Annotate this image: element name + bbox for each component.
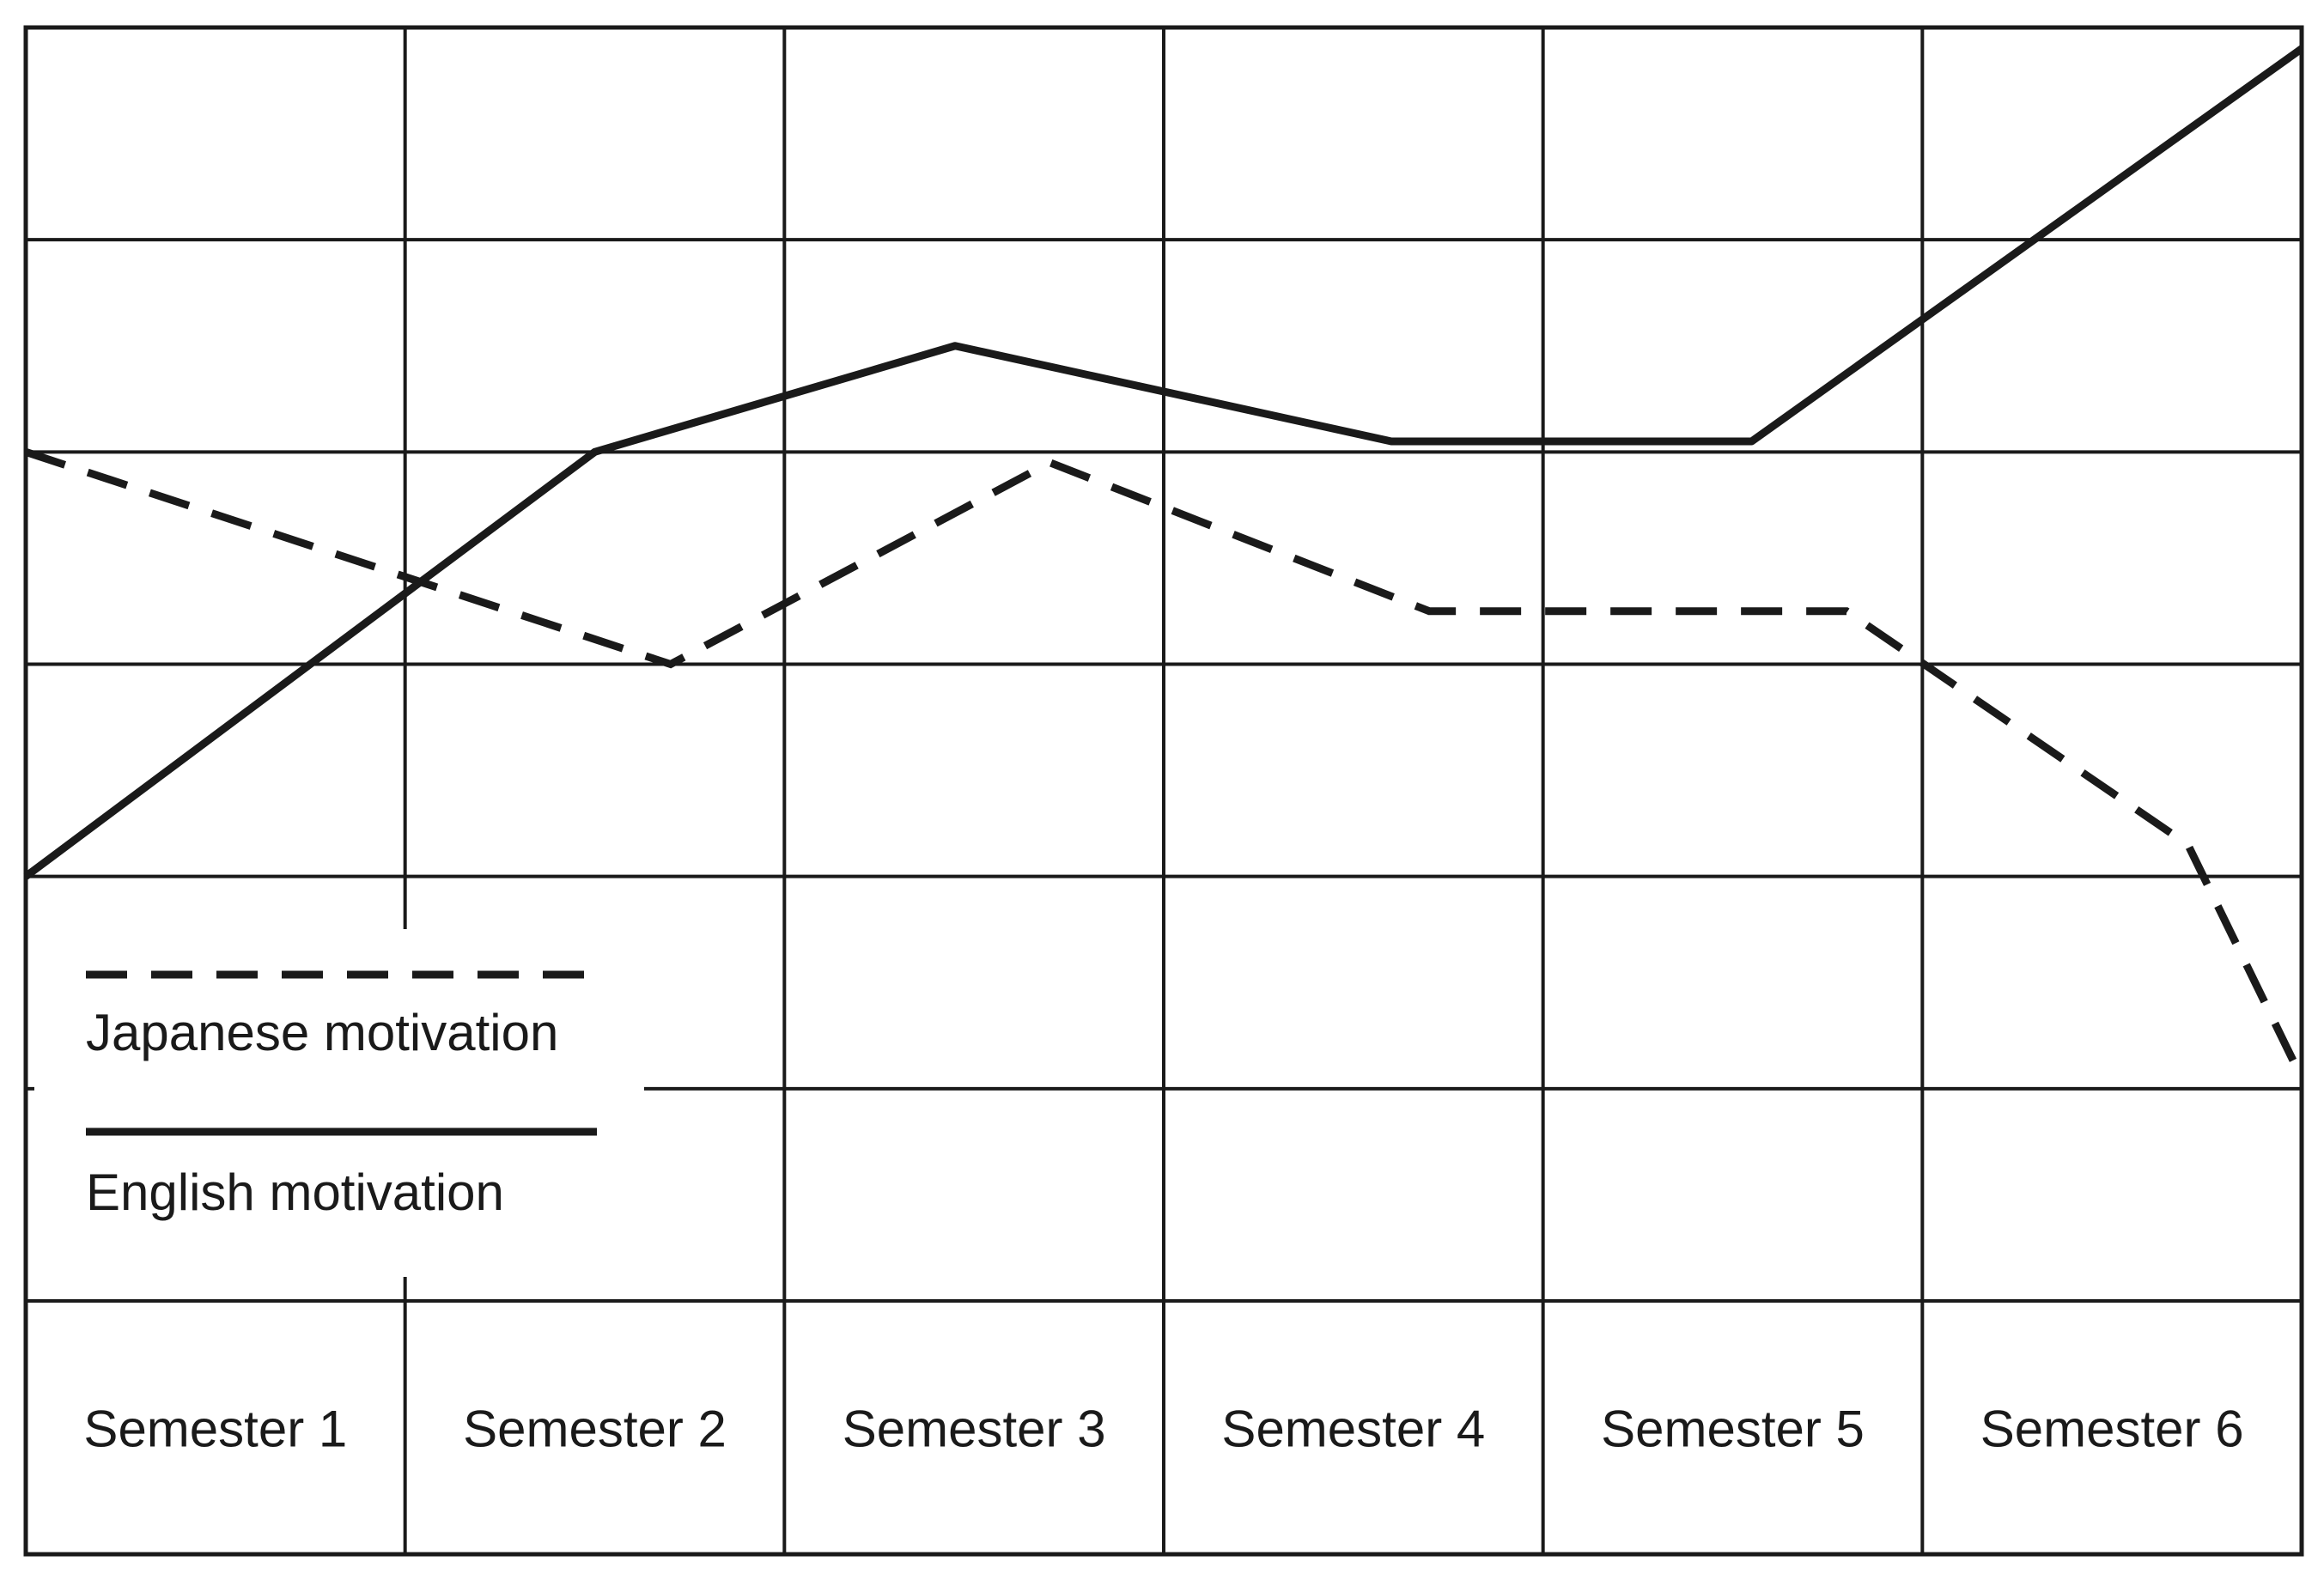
series-english-motivation <box>23 46 2304 880</box>
series-lines <box>23 46 2306 1080</box>
x-tick-label: Semester 3 <box>843 1401 1106 1458</box>
chart-frame <box>23 25 2304 1557</box>
legend-background <box>34 929 644 1277</box>
grid <box>26 27 2302 1554</box>
x-tick-label: Semester 2 <box>463 1401 727 1458</box>
legend-english-label: English motivation <box>86 1164 504 1221</box>
legend: Japanese motivation English motivation <box>34 929 644 1277</box>
x-tick-label: Semester 5 <box>1601 1401 1865 1458</box>
x-tick-label: Semester 1 <box>83 1401 347 1458</box>
x-tick-label: Semester 6 <box>1980 1401 2244 1458</box>
category-labels: Semester 1 Semester 2 Semester 3 Semester 4… <box>83 1401 2243 1458</box>
legend-japanese-label: Japanese motivation <box>86 1004 558 1061</box>
x-tick-label: Semester 4 <box>1221 1401 1485 1458</box>
series-japanese-motivation <box>24 448 2306 1080</box>
